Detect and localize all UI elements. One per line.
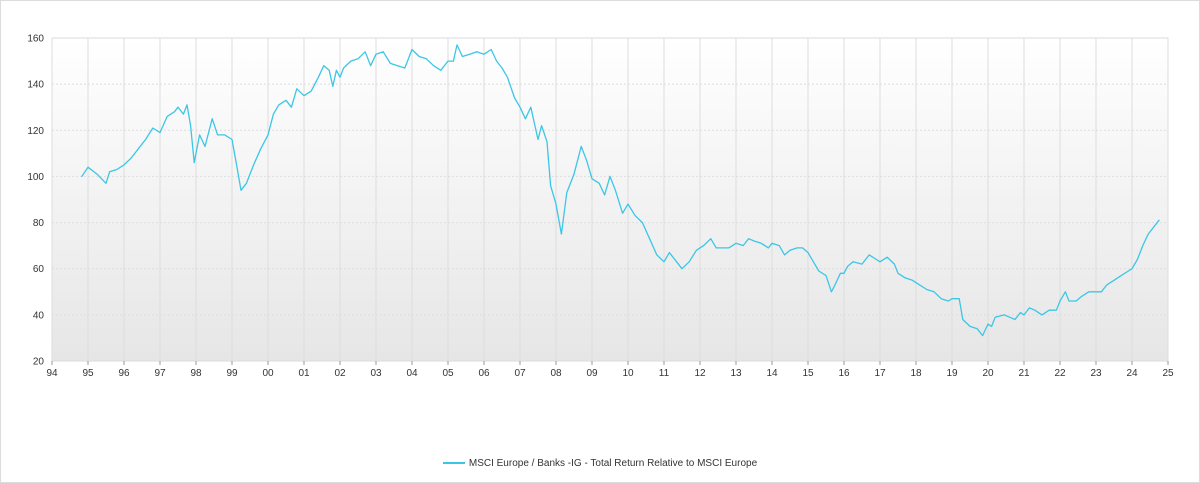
y-tick-label: 120 — [27, 126, 44, 137]
y-axis: 20 40 60 80 100 120 140 160 — [27, 34, 44, 368]
x-tick-label: 19 — [946, 368, 958, 379]
x-tick-label: 04 — [406, 368, 418, 379]
x-tick-label: 98 — [190, 368, 202, 379]
x-tick-label: 01 — [298, 368, 310, 379]
x-tick-label: 15 — [802, 368, 814, 379]
x-tick-label: 22 — [1054, 368, 1066, 379]
series-group — [81, 44, 1160, 337]
x-tick-label: 03 — [370, 368, 382, 379]
legend[interactable]: MSCI Europe / Banks -IG - Total Return R… — [0, 458, 1200, 469]
x-tick-label: 21 — [1018, 368, 1030, 379]
x-tick-label: 11 — [659, 368, 670, 379]
y-tick-label: 100 — [27, 172, 44, 183]
x-tick-label: 94 — [46, 368, 58, 379]
x-tick-label: 13 — [730, 368, 742, 379]
x-tick-label: 23 — [1090, 368, 1102, 379]
x-tick-label: 07 — [514, 368, 526, 379]
y-tick-label: 60 — [33, 264, 45, 275]
plot-area — [51, 37, 1169, 362]
legend-label: MSCI Europe / Banks -IG - Total Return R… — [468, 458, 758, 469]
x-tick-label: 24 — [1126, 368, 1138, 379]
x-tick-label: 17 — [874, 368, 886, 379]
x-tick-label: 18 — [910, 368, 922, 379]
x-tick-label: 96 — [118, 368, 130, 379]
x-axis: 94 95 96 97 98 99 00 01 02 03 04 05 06 07 08 09 10 11 12 13… — [46, 361, 1174, 379]
x-tick-label: 02 — [334, 368, 346, 379]
series-line — [81, 44, 1160, 337]
x-tick-label: 05 — [442, 368, 454, 379]
x-tick-label: 95 — [82, 368, 94, 379]
x-tick-label: 12 — [694, 368, 706, 379]
x-tick-label: 08 — [550, 368, 562, 379]
x-tick-label: 99 — [226, 368, 238, 379]
x-tick-label: 20 — [982, 368, 994, 379]
x-tick-label: 16 — [838, 368, 850, 379]
y-tick-label: 80 — [33, 218, 45, 229]
x-tick-label: 10 — [622, 368, 634, 379]
x-tick-label: 25 — [1162, 368, 1174, 379]
x-tick-label: 00 — [262, 368, 274, 379]
y-tick-label: 140 — [27, 80, 44, 91]
x-tick-label: 09 — [586, 368, 598, 379]
y-tick-label: 40 — [33, 310, 45, 321]
legend-swatch — [442, 461, 465, 464]
x-tick-label: 06 — [478, 368, 490, 379]
y-tick-label: 160 — [27, 34, 44, 45]
x-tick-label: 97 — [154, 368, 166, 379]
y-tick-label: 20 — [33, 357, 45, 368]
x-tick-label: 14 — [766, 368, 778, 379]
